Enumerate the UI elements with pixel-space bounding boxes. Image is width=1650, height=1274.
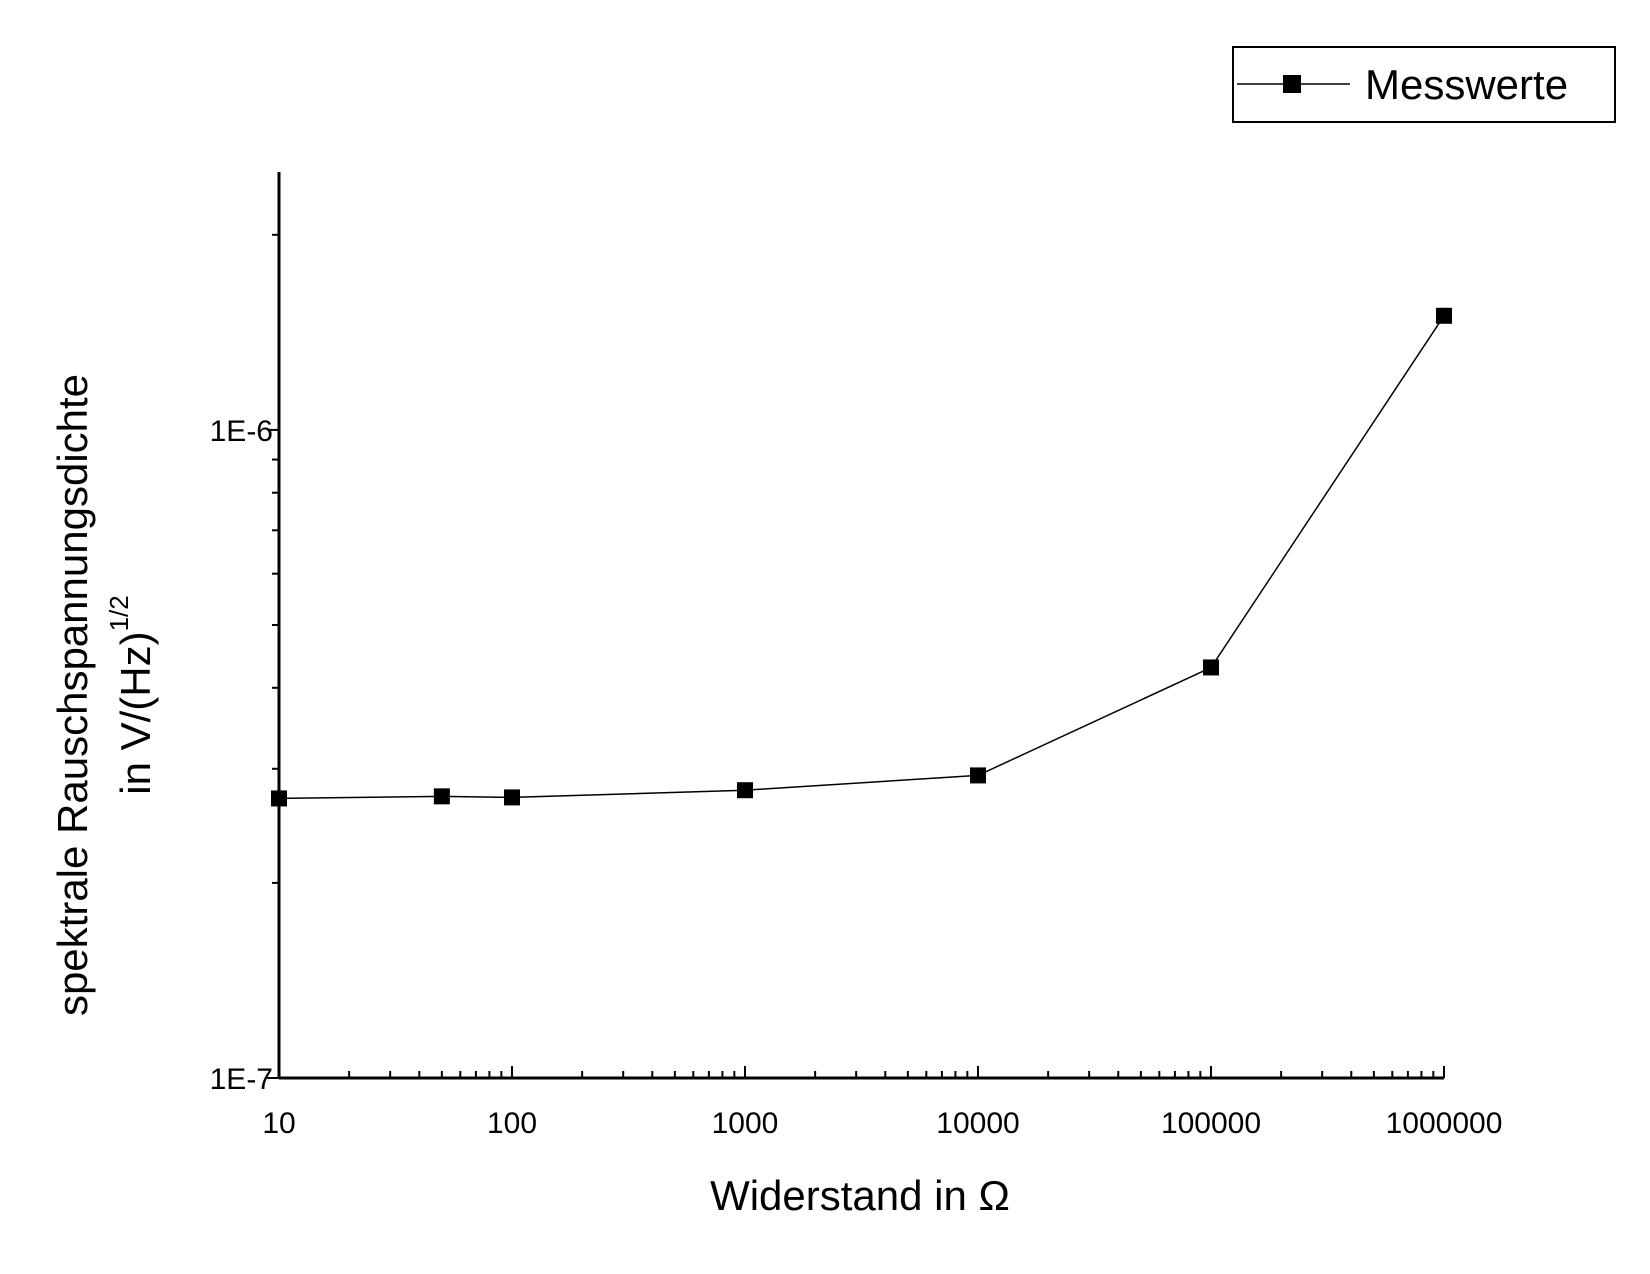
data-point bbox=[1203, 659, 1219, 676]
x-tick-label: 1000000 bbox=[1386, 1107, 1503, 1140]
x-tick-label: 100 bbox=[487, 1107, 537, 1140]
data-point bbox=[737, 782, 753, 799]
y-axis-unit-exponent: 1/2 bbox=[104, 595, 134, 631]
y-tick-label: 1E-6 bbox=[210, 415, 273, 448]
y-axis-title-line2: in V/(Hz)1/2 bbox=[104, 595, 159, 795]
axes: 10 100 1000 10000 100000 1000000 1E-7 1E-6 bbox=[210, 172, 1503, 1140]
y-axis-title-line1: spektrale Rauschspannungsdichte bbox=[49, 374, 96, 1016]
x-tick-label: 100000 bbox=[1161, 1107, 1261, 1140]
legend-label: Messwerte bbox=[1365, 61, 1568, 108]
x-axis-title: Widerstand in Ω bbox=[710, 1172, 1010, 1219]
data-point bbox=[504, 789, 520, 806]
data-point bbox=[1436, 307, 1452, 324]
y-axis-title-line2-group: in V/(Hz)1/2 bbox=[104, 595, 159, 795]
y-axis-unit: in V/(Hz) bbox=[112, 631, 159, 794]
y-tick-label: 1E-7 bbox=[210, 1063, 273, 1096]
x-tick-label: 10 bbox=[262, 1107, 295, 1140]
data-point bbox=[970, 767, 986, 784]
legend-marker bbox=[1283, 75, 1301, 93]
legend: Messwerte bbox=[1232, 46, 1616, 123]
data-point bbox=[271, 790, 287, 807]
x-tick-label: 10000 bbox=[936, 1107, 1019, 1140]
series-layer bbox=[271, 307, 1452, 807]
x-tick-label: 1000 bbox=[712, 1107, 779, 1140]
series-line bbox=[278, 315, 1445, 800]
data-point bbox=[433, 788, 450, 805]
